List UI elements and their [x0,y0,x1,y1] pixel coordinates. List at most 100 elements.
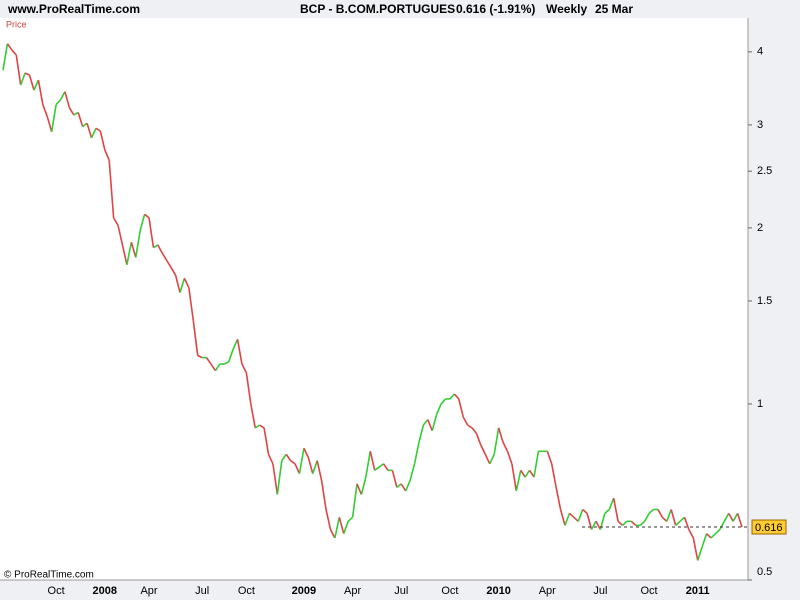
price-segment [290,459,296,465]
price-segment [37,79,44,105]
price-segment [329,529,336,539]
price-segment [117,225,124,246]
price-segment [325,509,332,530]
price-segment [484,454,491,465]
price-segment [245,372,252,405]
price-segment [564,513,571,526]
price-segment [506,451,513,465]
price-segment [360,476,367,495]
x-tick-label: 2008 [93,585,117,597]
price-segment [82,122,88,128]
price-segment [590,520,597,530]
price-segment [148,217,155,248]
price-segment [227,349,234,363]
price-segment [728,512,734,522]
price-segment [670,509,677,526]
price-segment [706,533,712,539]
price-segment [250,403,257,429]
price-segment [666,509,672,522]
y-tick-label: 1.5 [757,295,772,307]
price-segment [46,116,53,132]
price-segment [661,516,668,522]
price-segment [170,267,177,276]
price-segment [99,130,106,150]
price-segment [50,104,57,132]
price-segment [86,122,93,139]
price-segment [710,533,717,539]
price-segment [458,398,464,418]
price-segment [236,339,243,365]
price-segment [108,160,115,218]
x-tick-label: Apr [140,585,157,597]
price-segment [546,451,553,465]
price-segment [382,463,389,471]
price-segment [342,521,349,534]
price-segment [696,546,703,561]
price-segment [440,398,447,405]
site: www.ProRealTime.com [7,2,140,16]
price-segment [639,520,646,526]
price-segment [462,416,469,426]
price-segment [675,520,681,526]
price-segment [431,414,438,431]
price-segment [467,424,473,429]
x-tick-label: 2009 [292,585,316,597]
price-segment [126,242,133,265]
price-segment [683,517,690,530]
price-segment [555,487,562,510]
plot-area [0,18,748,580]
price-segment [104,149,110,161]
price-segment [657,509,664,518]
price-segment [679,516,686,522]
last-value-box [751,519,787,535]
price-segment [33,79,40,91]
price-segment [630,520,637,526]
footer: © ProRealTime.com [4,570,94,581]
x-tick-label: Oct [641,585,658,597]
x-tick-label: Oct [48,585,65,597]
price-segment [648,508,655,514]
price-segment [303,447,310,458]
price-segment [723,512,730,522]
price-segment [28,74,35,91]
price-segment [134,230,141,258]
price-segment [568,512,575,518]
price-segment [427,419,433,432]
price-segment [95,127,101,132]
price-segment [121,244,128,265]
price-segment [475,433,482,446]
y-tick-label: 2.5 [757,165,772,177]
price-segment [139,214,146,231]
price-segment [404,480,411,492]
price-segment [197,354,203,359]
date: 25 Mar [595,2,633,16]
price-segment [320,480,327,510]
price-segment [55,99,62,106]
price-segment [391,470,398,488]
price-segment [356,483,363,495]
price-segment [493,427,500,455]
y-tick-label: 3 [757,119,763,131]
price-segment [608,497,615,510]
price-segment [179,278,186,293]
price-segment [241,363,248,374]
price-segment [418,424,425,443]
x-tick-label: Jul [593,585,607,597]
price-segment [480,444,487,455]
price-segment [351,483,358,518]
price-segment [559,509,566,526]
price-segment [471,427,478,435]
price-segment [232,338,239,350]
price-segment [157,244,164,254]
price-segment [272,463,279,495]
price-segment [281,453,287,462]
price-segment [374,466,380,471]
x-tick-label: Jul [394,585,408,597]
price-segment [497,427,504,443]
price-segment [511,463,518,492]
price-segment [577,509,584,522]
price-segment [365,451,372,478]
period: Weekly [546,2,587,16]
price-segment [617,520,624,526]
price-segment [307,457,314,474]
